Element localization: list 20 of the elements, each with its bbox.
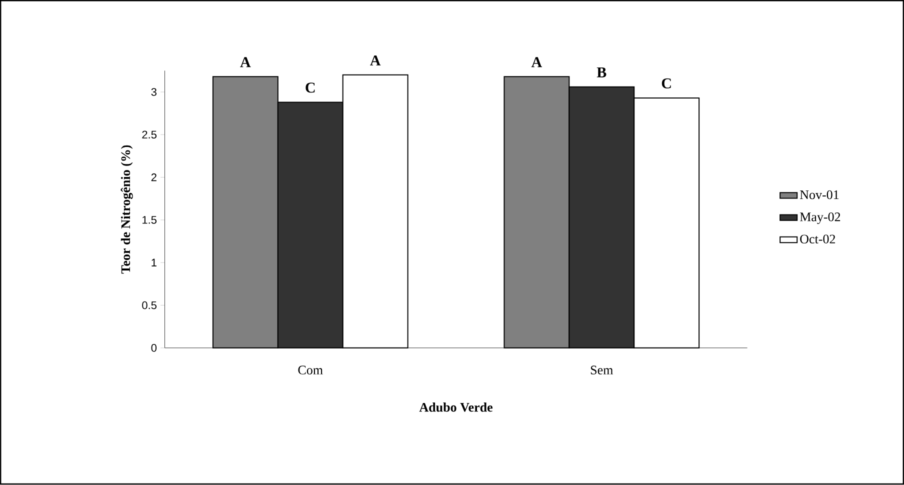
legend-label: Nov-01 (800, 190, 839, 200)
text: A (240, 57, 251, 68)
x-tick-label: Sem (590, 366, 613, 375)
y-tick-label: 3 (151, 88, 156, 96)
legend-label: May-02 (800, 212, 840, 224)
y-tick-label: 0.5 (142, 302, 157, 310)
y-tick-label: 1.5 (142, 216, 157, 224)
y-tick-label: 1 (152, 258, 156, 267)
x-tick-label: Com (298, 366, 323, 375)
y-axis-title: Teor de Nitrogênio (%) (120, 146, 133, 274)
y-tick-label: 2.5 (142, 130, 157, 139)
y-tick-label: 0 (151, 344, 157, 352)
legend-label: Oct-02 (800, 234, 836, 244)
x-axis-title: Adubo Verde (419, 402, 492, 412)
annotation: C (662, 78, 671, 89)
text: A (531, 57, 542, 68)
annotation: C (306, 82, 315, 93)
annotation: B (596, 68, 606, 78)
y-tick-label: 2 (151, 174, 156, 182)
text: A (370, 56, 381, 66)
